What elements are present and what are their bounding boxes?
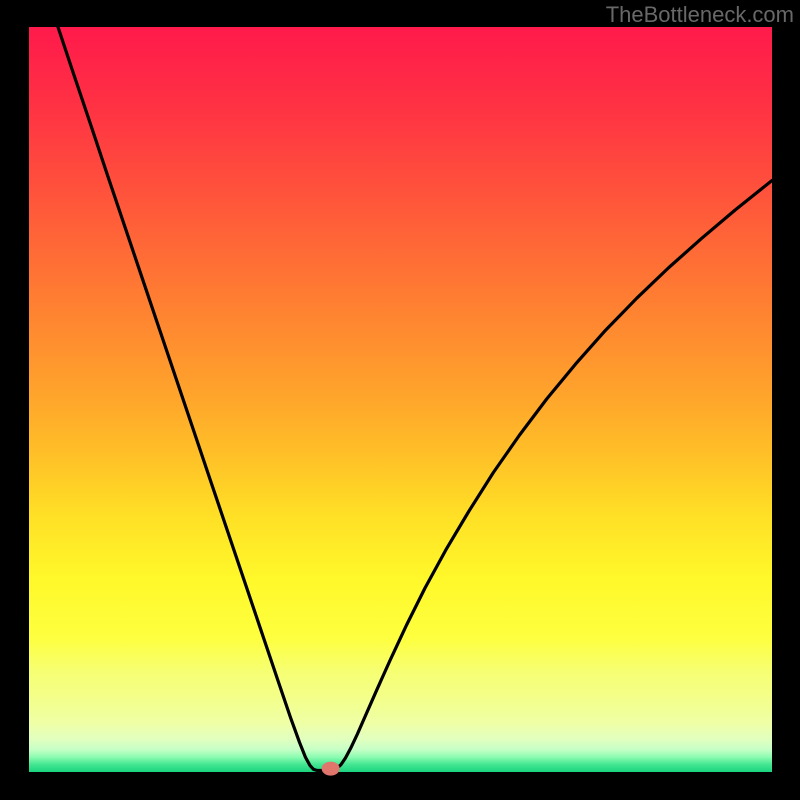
optimum-marker	[322, 762, 339, 775]
bottleneck-chart-svg	[0, 0, 800, 800]
gradient-background	[29, 27, 772, 772]
watermark-text: TheBottleneck.com	[606, 2, 794, 28]
chart-container: TheBottleneck.com	[0, 0, 800, 800]
